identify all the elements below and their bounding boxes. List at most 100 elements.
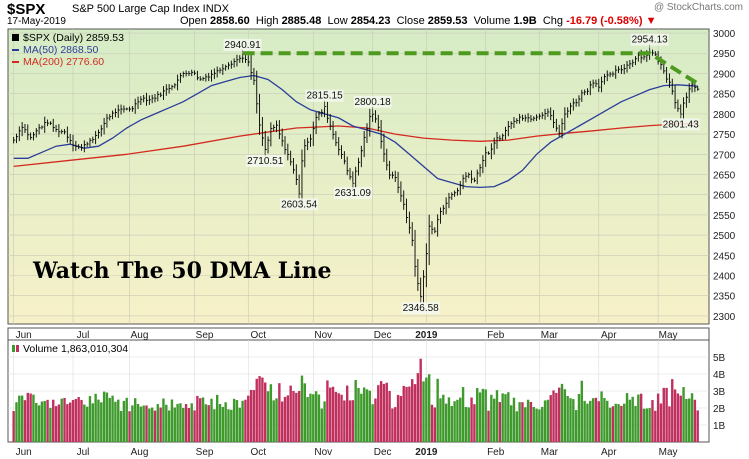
volume-bar — [190, 403, 193, 442]
volume-bar — [365, 389, 369, 442]
volume-bar — [659, 403, 663, 442]
volume-bar — [244, 399, 247, 442]
annotation-bg — [305, 89, 344, 102]
volume-bar — [456, 399, 459, 442]
volume-bar — [170, 399, 174, 442]
volume-bar — [563, 389, 567, 442]
volume-bar — [532, 406, 535, 442]
x-tick-label: Nov — [314, 330, 332, 341]
volume-bar — [266, 391, 270, 442]
volume-bar — [368, 390, 372, 442]
volume-bar — [566, 396, 569, 442]
volume-bar — [187, 408, 191, 442]
volume-bar — [382, 383, 386, 442]
volume-bar — [572, 399, 575, 442]
volume-bar — [487, 410, 490, 442]
annotation-label: 2710.51 — [247, 156, 284, 167]
x-tick-label-bottom: Sep — [196, 447, 214, 458]
volume-bar — [362, 387, 366, 442]
annotation-bg — [401, 302, 440, 315]
volume-bar — [247, 395, 250, 442]
volume-bar — [196, 395, 199, 442]
volume-bar — [461, 387, 465, 442]
volume-bar — [275, 398, 278, 442]
volume-bar — [232, 398, 236, 442]
volume-bar — [552, 390, 555, 442]
volume-bar — [682, 387, 685, 442]
annotation-label: 2603.54 — [281, 199, 318, 210]
volume-bar — [297, 391, 301, 442]
volume-bar — [312, 394, 315, 442]
annotation-bg — [280, 198, 319, 211]
volume-bar — [139, 406, 143, 442]
volume-bar — [427, 374, 431, 442]
volume-bar — [354, 380, 357, 442]
y-tick-label: 2500 — [713, 231, 736, 242]
volume-bar — [57, 404, 61, 442]
volume-bar — [529, 401, 533, 442]
volume-bar — [574, 410, 578, 442]
volume-bar — [77, 397, 80, 442]
volume-bar — [37, 405, 41, 442]
volume-bar — [693, 399, 697, 442]
high-label: High — [255, 15, 279, 27]
volume-bar — [560, 383, 564, 442]
annotation-label: 2954.13 — [632, 35, 669, 46]
volume-bar — [249, 389, 253, 442]
volume-bar — [526, 399, 530, 442]
volume-bar — [306, 397, 309, 442]
volume-bar — [97, 399, 100, 442]
price-panel-bg — [7, 28, 710, 325]
volume-bar — [645, 408, 649, 442]
volume-bar — [40, 401, 44, 442]
legend-swatch-vol-up — [12, 345, 15, 352]
x-tick-label-bottom: May — [659, 447, 678, 458]
volume-bar — [450, 406, 453, 442]
y-tick-label: 3000 — [713, 29, 736, 40]
volume-bar — [399, 395, 403, 442]
volume-bar — [639, 393, 643, 442]
index-name: S&P 500 Large Cap Index INDX — [72, 3, 229, 15]
x-tick-label: Aug — [131, 330, 149, 341]
vol-y-tick-label: 1B — [713, 421, 726, 432]
chart-header: $SPX S&P 500 Large Cap Index INDX 17-May… — [0, 0, 749, 28]
annotation-bg — [246, 155, 285, 168]
volume-bar — [280, 401, 284, 442]
volume-bar — [49, 407, 52, 442]
volume-bar — [492, 398, 496, 442]
volume-bar — [394, 407, 397, 442]
volume-bar — [476, 388, 479, 442]
y-tick-label: 2600 — [713, 191, 736, 202]
y-tick-label: 2450 — [713, 251, 736, 262]
volume-bar — [184, 404, 188, 442]
y-tick-label: 2950 — [713, 49, 736, 60]
x-tick-label: Dec — [374, 330, 392, 341]
annotation-label: 2815.15 — [307, 91, 344, 102]
volume-bar — [119, 410, 123, 442]
trend-line — [242, 51, 699, 86]
volume-bar — [176, 403, 179, 442]
volume-bar — [105, 392, 109, 442]
volume-bar — [23, 400, 27, 442]
volume-bar — [470, 397, 473, 442]
volume-bar — [317, 394, 321, 442]
volume-bar — [94, 393, 97, 442]
annotation-label: 2940.91 — [225, 40, 262, 51]
volume-bar — [611, 406, 615, 442]
volume-bar — [543, 400, 547, 442]
volume-bar — [411, 379, 414, 442]
volume-bar — [314, 391, 318, 442]
volume-bar — [478, 392, 482, 442]
volume-bar — [614, 403, 617, 442]
volume-bar — [371, 404, 374, 442]
volume-bar — [213, 409, 216, 442]
x-tick-label-bottom: Jun — [16, 447, 32, 458]
volume-bar — [142, 405, 145, 442]
y-tick-label: 2900 — [713, 69, 736, 80]
volume-bar — [509, 405, 513, 442]
volume-bar — [272, 400, 275, 442]
volume-bar — [600, 391, 603, 442]
x-tick-label: Mar — [541, 330, 559, 341]
annotation-bg — [630, 33, 669, 46]
volume-bar — [617, 404, 620, 442]
